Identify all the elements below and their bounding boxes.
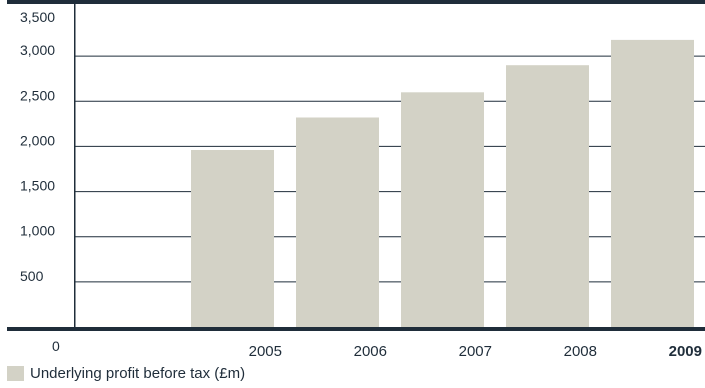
legend-label: Underlying profit before tax (£m): [30, 364, 246, 382]
x-tick-label-2005: 2005: [249, 343, 282, 360]
x-tick-label-2006: 2006: [354, 343, 387, 360]
x-tick-label-2009: 2009: [669, 343, 702, 360]
y-tick-label: 2,000: [20, 132, 55, 148]
x-tick-label-2008: 2008: [564, 343, 597, 360]
bar-2006: [296, 117, 379, 327]
legend: Underlying profit before tax (£m): [7, 364, 245, 382]
bar-2008: [506, 65, 589, 327]
y-axis-line: [74, 0, 76, 331]
y-tick-label: 3,500: [20, 9, 55, 25]
top-rule: [7, 0, 705, 4]
y-tick-label: 500: [20, 268, 44, 284]
bar-2009: [611, 39, 694, 328]
y-tick-label: 2,500: [20, 87, 55, 103]
y-tick-label: 3,000: [20, 42, 55, 58]
bar-2007: [401, 92, 484, 327]
y-tick-label: 1,000: [20, 223, 55, 239]
x-axis-line: [7, 327, 705, 331]
bar-2005: [191, 150, 274, 327]
x-tick-label-2007: 2007: [459, 343, 492, 360]
y-tick-label: 1,500: [20, 178, 55, 194]
y-zero-label: 0: [52, 338, 60, 354]
legend-swatch: [7, 365, 24, 381]
